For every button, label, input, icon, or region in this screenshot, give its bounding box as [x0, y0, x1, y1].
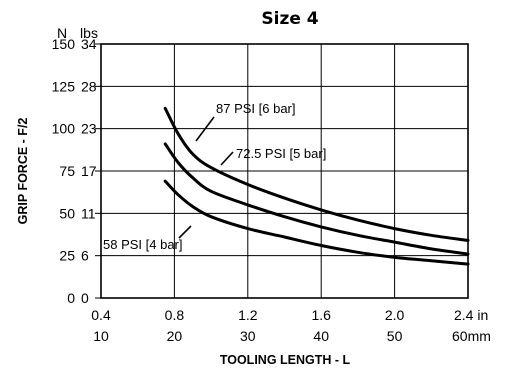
y-tick-label-lbs: 34: [81, 36, 97, 52]
x-tick-labels: 0.4 10 0.8 20 1.2 30 1.6 40 2.0 50 2.4 in 60mm: [91, 307, 491, 344]
x-tick-label-mm: 50: [387, 328, 403, 344]
x-tick-label-mm: 20: [167, 328, 183, 344]
x-tick-label-in: 1.2: [238, 307, 258, 323]
y-tick-label-n: 75: [59, 163, 75, 179]
chart-title: Size 4: [261, 9, 318, 29]
y-tick-label-n: 25: [59, 248, 75, 264]
x-tick-label-mm: 10: [93, 328, 109, 344]
y-tick-label-lbs: 0: [81, 290, 89, 306]
y-tick-label-lbs: 28: [81, 78, 97, 94]
leader-line-58-psi: [178, 225, 192, 239]
series-line-0: [163, 106, 470, 242]
x-tick-label-mm: 30: [240, 328, 256, 344]
y-axis-label: GRIP FORCE - F/2: [16, 118, 30, 225]
x-tick-label-in: 2.4 in: [454, 307, 488, 323]
y-tick-label-lbs: 6: [81, 248, 89, 264]
y-tick-label-n: 150: [52, 36, 76, 52]
y-tick-label-n: 100: [52, 121, 76, 137]
x-tick-label-in: 1.6: [311, 307, 331, 323]
y-tick-label-lbs: 11: [81, 205, 96, 221]
series-layer: [163, 106, 470, 266]
leader-line-87-psi: [195, 116, 215, 142]
y-tick-label-n: 125: [52, 78, 76, 94]
y-tick-label-lbs: 23: [81, 121, 97, 137]
series-label-87-psi: 87 PSI [6 bar]: [216, 101, 296, 116]
series-label-72-psi: 72.5 PSI [5 bar]: [236, 146, 326, 161]
y-tick-label-lbs: 17: [81, 163, 97, 179]
y-tick-labels: 0 0 25 6 50 11 75 17 100 23 125 28 150 34: [52, 36, 97, 306]
x-tick-label-mm: 60mm: [452, 328, 491, 344]
x-axis-label: TOOLING LENGTH - L: [220, 353, 351, 367]
series-line-2: [163, 179, 470, 266]
y-tick-label-n: 50: [59, 205, 75, 221]
plot-frame: [100, 43, 469, 299]
series-label-58-psi: 58 PSI [4 bar]: [103, 237, 183, 252]
y-unit-lbs: lbs: [80, 25, 98, 41]
y-unit-n: N: [57, 25, 67, 41]
x-tick-label-in: 0.4: [91, 307, 111, 323]
series-line-1: [163, 142, 470, 256]
x-tick-label-in: 0.8: [165, 307, 185, 323]
x-tick-label-in: 2.0: [385, 307, 405, 323]
x-tick-label-mm: 40: [313, 328, 329, 344]
leader-line-72-psi: [220, 151, 234, 166]
y-tick-label-n: 0: [67, 290, 75, 306]
